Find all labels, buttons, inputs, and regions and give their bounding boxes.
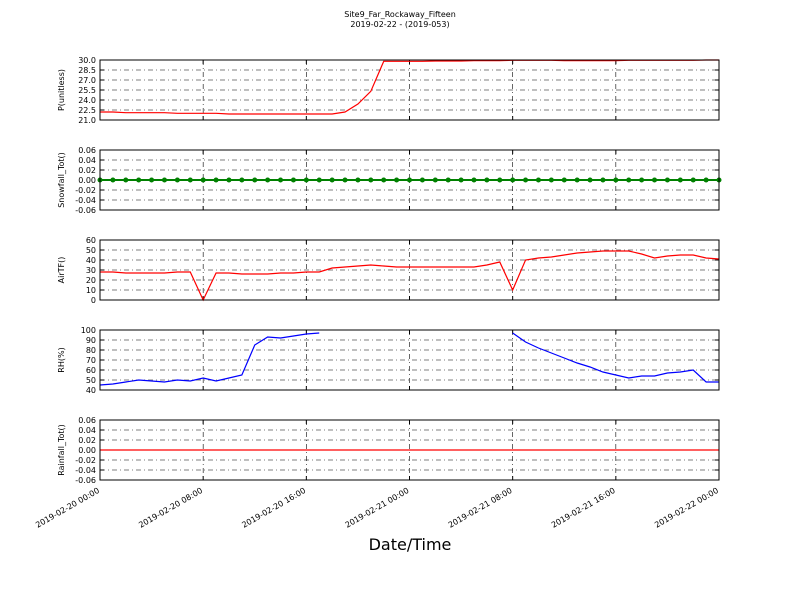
data-point bbox=[523, 177, 529, 183]
y-tick-label: 0.00 bbox=[78, 176, 96, 185]
plot-frame bbox=[99, 419, 720, 481]
x-axis-label: Date/Time bbox=[369, 535, 452, 554]
data-point bbox=[432, 177, 438, 183]
y-tick-label: -0.04 bbox=[75, 466, 96, 475]
data-point bbox=[535, 177, 541, 183]
data-point bbox=[290, 177, 296, 183]
y-tick-label: 0 bbox=[91, 296, 96, 305]
data-point bbox=[329, 177, 335, 183]
plot-frame bbox=[99, 149, 720, 211]
data-point bbox=[136, 177, 142, 183]
data-point bbox=[613, 177, 619, 183]
y-axis-label: RH(%) bbox=[57, 347, 66, 372]
y-axis-label: Snowfall_Tot() bbox=[57, 152, 66, 208]
data-point bbox=[445, 177, 451, 183]
data-point bbox=[510, 177, 516, 183]
data-point bbox=[355, 177, 361, 183]
y-tick-label: 0.04 bbox=[78, 156, 96, 165]
data-point bbox=[407, 177, 412, 183]
y-tick-label: 60 bbox=[86, 236, 96, 245]
data-point bbox=[303, 177, 309, 183]
y-tick-label: 22.5 bbox=[78, 106, 96, 115]
y-tick-label: 0.02 bbox=[78, 166, 96, 175]
chart-title: Site9_Far_Rockaway_Fifteen bbox=[344, 10, 456, 19]
data-point bbox=[368, 177, 374, 183]
data-point bbox=[471, 177, 477, 183]
y-tick-label: -0.06 bbox=[75, 206, 96, 215]
data-point bbox=[394, 177, 400, 183]
data-point bbox=[110, 177, 116, 183]
y-tick-label: 100 bbox=[81, 326, 96, 335]
y-tick-label: 25.5 bbox=[78, 86, 96, 95]
data-point bbox=[252, 177, 258, 183]
chart-subtitle: 2019-02-22 - (2019-053) bbox=[350, 20, 449, 29]
data-point bbox=[213, 177, 219, 183]
y-tick-label: 27.0 bbox=[78, 76, 96, 85]
data-point bbox=[484, 177, 490, 183]
data-point bbox=[587, 177, 593, 183]
y-tick-label: 50 bbox=[86, 246, 96, 255]
y-tick-label: -0.06 bbox=[75, 476, 96, 485]
data-point bbox=[639, 177, 645, 183]
data-point bbox=[419, 177, 425, 183]
data-point bbox=[265, 177, 271, 183]
data-point bbox=[677, 177, 683, 183]
data-point bbox=[123, 177, 129, 183]
y-axis-label: AirTF() bbox=[57, 257, 66, 284]
data-point bbox=[548, 177, 554, 183]
data-point bbox=[174, 177, 180, 183]
data-point bbox=[626, 177, 632, 183]
plot-frame bbox=[99, 329, 720, 391]
y-tick-label: 28.5 bbox=[78, 66, 96, 75]
data-point bbox=[149, 177, 155, 183]
y-tick-label: 0.02 bbox=[78, 436, 96, 445]
y-tick-label: 90 bbox=[86, 336, 96, 345]
data-point bbox=[574, 177, 580, 183]
data-point bbox=[652, 177, 658, 183]
y-tick-label: 10 bbox=[86, 286, 96, 295]
data-point bbox=[226, 177, 232, 183]
y-tick-label: 0.00 bbox=[78, 446, 96, 455]
plot-frame bbox=[99, 59, 720, 121]
data-point bbox=[561, 177, 567, 183]
y-tick-label: 0.06 bbox=[78, 146, 96, 155]
y-tick-label: 40 bbox=[86, 256, 96, 265]
plot-frame bbox=[99, 239, 720, 301]
y-tick-label: 24.0 bbox=[78, 96, 96, 105]
y-tick-label: 0.06 bbox=[78, 416, 96, 425]
data-point bbox=[381, 177, 387, 183]
y-tick-label: 80 bbox=[86, 346, 96, 355]
data-point bbox=[600, 177, 606, 183]
data-line bbox=[100, 59, 719, 115]
y-tick-label: 21.0 bbox=[78, 116, 96, 125]
data-point bbox=[664, 177, 670, 183]
data-line bbox=[99, 332, 719, 386]
data-point bbox=[200, 177, 206, 183]
y-tick-label: 40 bbox=[86, 386, 96, 395]
data-point bbox=[161, 177, 167, 183]
y-tick-label: -0.04 bbox=[75, 196, 96, 205]
y-tick-label: 20 bbox=[86, 276, 96, 285]
y-tick-label: 0.04 bbox=[78, 426, 96, 435]
y-axis-label: Rainfall_Tot() bbox=[57, 424, 66, 476]
data-point bbox=[703, 177, 709, 183]
y-tick-label: 30 bbox=[86, 266, 96, 275]
y-tick-label: 60 bbox=[86, 366, 96, 375]
y-tick-label: 50 bbox=[86, 376, 96, 385]
data-point bbox=[239, 177, 245, 183]
y-axis-label: P(unitless) bbox=[57, 69, 66, 111]
data-point bbox=[458, 177, 464, 183]
data-point bbox=[497, 177, 503, 183]
data-point bbox=[316, 177, 322, 183]
y-tick-label: -0.02 bbox=[75, 186, 96, 195]
y-tick-label: -0.02 bbox=[75, 456, 96, 465]
data-point bbox=[342, 177, 348, 183]
y-tick-label: 30.0 bbox=[78, 56, 96, 65]
y-tick-label: 70 bbox=[86, 356, 96, 365]
data-point bbox=[278, 177, 284, 183]
data-point bbox=[690, 177, 696, 183]
data-point bbox=[187, 177, 193, 183]
